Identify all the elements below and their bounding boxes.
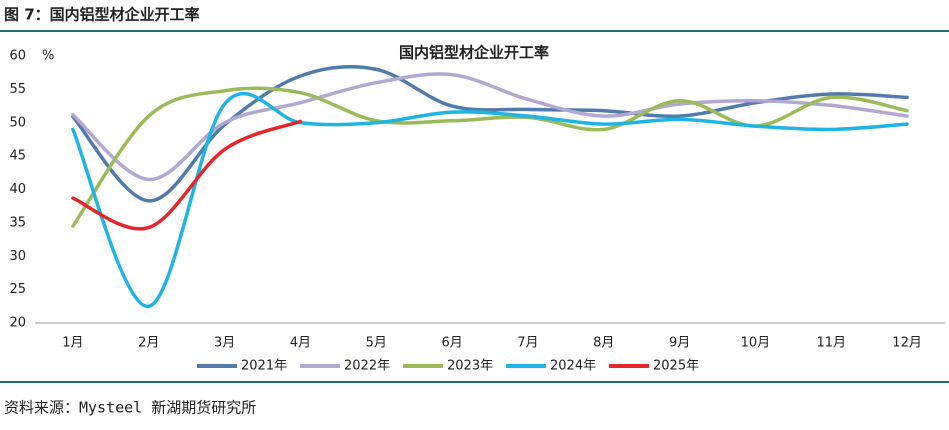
y-unit: % <box>42 49 54 64</box>
y-tick-label: 40 <box>9 182 26 197</box>
series-line <box>71 119 303 231</box>
y-tick-label: 20 <box>9 316 26 331</box>
legend-label: 2021年 <box>241 359 287 374</box>
x-tick-label: 5月 <box>366 336 387 351</box>
x-tick-label: 8月 <box>593 336 614 351</box>
series-line <box>71 72 909 182</box>
x-tick-label: 9月 <box>669 336 690 351</box>
x-tick-label: 3月 <box>214 336 235 351</box>
legend-label: 2024年 <box>550 359 596 374</box>
x-tick-label: 2月 <box>138 336 159 351</box>
y-tick-label: 55 <box>9 82 26 97</box>
x-tick-label: 12月 <box>892 336 922 351</box>
source-note: 资料来源：Mysteel 新湖期货研究所 <box>4 399 256 417</box>
x-tick-label: 7月 <box>517 336 538 351</box>
legend-label: 2022年 <box>344 359 390 374</box>
legend-label: 2025年 <box>653 359 699 374</box>
page-header: 图 7：国内铝型材企业开工率 <box>4 6 200 24</box>
x-tick-label: 4月 <box>290 336 311 351</box>
y-tick-label: 35 <box>9 215 26 230</box>
x-tick-label: 11月 <box>816 336 846 351</box>
y-tick-label: 30 <box>9 249 26 264</box>
y-tick-label: 50 <box>9 115 26 130</box>
legend-label: 2023年 <box>447 359 493 374</box>
x-tick-label: 6月 <box>441 336 462 351</box>
chart-title: 国内铝型材企业开工率 <box>399 44 549 62</box>
series-line <box>71 91 909 309</box>
y-tick-label: 60 <box>9 49 26 64</box>
y-tick-label: 45 <box>9 149 26 164</box>
x-tick-label: 1月 <box>62 336 83 351</box>
series-line <box>71 65 909 203</box>
x-tick-label: 10月 <box>741 336 771 351</box>
y-tick-label: 25 <box>9 282 26 297</box>
